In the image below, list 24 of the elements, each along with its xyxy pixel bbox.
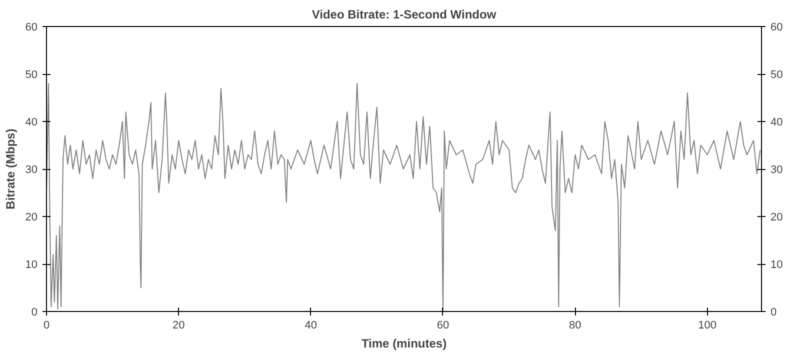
y-tick-label: 50	[25, 69, 38, 81]
y2-tick-label: 50	[770, 69, 783, 81]
x-tick-label: 100	[698, 320, 716, 332]
y-tick-label: 30	[25, 164, 38, 176]
y-tick-label: 10	[25, 259, 38, 271]
y2-tick-label: 60	[770, 22, 783, 34]
x-axis-title: Time (minutes)	[361, 336, 447, 350]
x-tick-label: 80	[569, 320, 582, 332]
y2-tick-label: 0	[770, 306, 777, 318]
x-tick-label: 20	[172, 320, 185, 332]
y-tick-label: 60	[25, 22, 38, 34]
y2-tick-label: 30	[770, 164, 783, 176]
y-tick-label: 0	[31, 306, 38, 318]
y2-tick-label: 40	[770, 116, 783, 128]
y2-tick-label: 20	[770, 212, 783, 224]
y-axis-title: Bitrate (Mbps)	[3, 128, 18, 210]
x-tick-label: 40	[304, 320, 317, 332]
y-tick-label: 20	[25, 212, 38, 224]
x-tick-label: 60	[436, 320, 450, 332]
chart-title: Video Bitrate: 1-Second Window	[312, 8, 497, 22]
x-tick-label: 0	[43, 320, 50, 332]
line-series	[46, 83, 761, 312]
y-tick-label: 40	[25, 116, 38, 128]
y2-tick-label: 10	[770, 259, 783, 271]
